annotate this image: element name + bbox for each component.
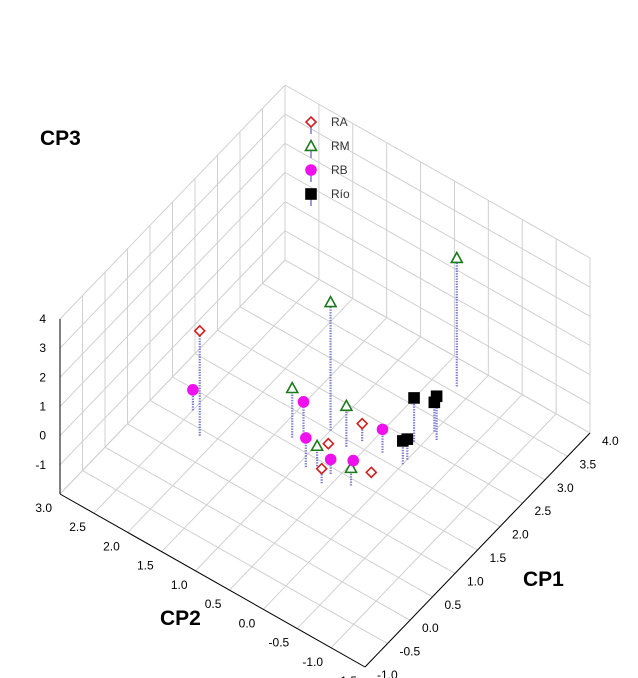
y-tick-label: 2.0 [103,539,120,553]
floor-grid-line [296,394,523,629]
back-wall-grid-line [59,230,286,466]
point-rm [344,460,358,474]
x-tick-label: 0.0 [422,621,439,635]
back-wall-grid-line [59,201,286,437]
z-tick-label: 2 [39,370,46,384]
z-tick-label: 0 [39,429,46,443]
floor-grid-line [82,470,388,645]
y-tick-label: -1.0 [302,655,323,669]
floor-grid-line [149,399,456,574]
x-tick-label: 0.5 [445,598,462,612]
legend: RA RM RB Río [304,115,350,206]
point-ra [322,437,335,450]
point-rb [324,453,337,466]
legend-marker-ra [304,115,318,129]
right-wall-grid-line [284,230,591,405]
right-wall-grid-line [284,259,591,434]
legend-label-rio: Río [331,187,350,201]
legend-marker-rb [305,164,317,176]
z-tick-label: 1 [39,400,46,414]
y-tick-label: 0.5 [205,597,222,611]
legend-label-rb: RB [331,163,348,177]
x-axis-label: CP1 [523,568,564,591]
floor-grid-line [194,353,501,528]
floor-grid-line [127,298,354,533]
markers-layer [187,250,464,479]
axes-layer [59,258,591,668]
point-rb [347,454,360,467]
point-ra [315,462,328,475]
legend-marker-rio [305,188,317,200]
axis-labels: CP3 CP2 CP1 [40,127,564,630]
floor-grid-line [262,282,568,457]
floor-grid-line [104,446,411,621]
point-rb [187,384,199,396]
x-tick-label: 2.0 [512,528,529,542]
z-axis-label: CP3 [40,127,81,150]
x-tick-label: -1.0 [377,668,398,678]
y-tick-label: 3.0 [35,501,52,515]
point-rm [323,295,338,308]
point-rm [285,380,300,394]
legend-label-rm: RM [331,139,350,153]
floor-grid-line [262,374,489,610]
floor-grid-line [217,329,523,504]
back-wall-grid-line [59,142,286,378]
point-rm [449,250,464,264]
point-ra [365,466,378,479]
point-rio [401,433,414,445]
right-wall-grid-line [284,142,591,317]
y-tick-label: 0.0 [239,616,256,630]
right-wall-grid-line [284,201,591,376]
x-axis-line [364,432,591,668]
x-tick-label: 1.5 [490,551,507,565]
x-tick-label: 2.5 [535,504,552,518]
legend-marker-rm [304,138,318,152]
back-wall-grid-line [59,259,286,495]
floor-grid-line [239,306,546,481]
floor-grid-line [161,317,388,553]
y-tick-label: 1.5 [137,559,154,573]
point-rb [297,396,310,408]
x-tick-label: 1.0 [467,574,484,588]
point-rio [408,392,420,404]
point-ra [193,324,206,337]
legend-label-ra: RA [331,115,348,129]
y-tick-label: -1.5 [336,674,357,678]
tick-labels: -1.0-0.50.00.51.01.52.02.53.03.54.0-1.5-… [35,312,619,678]
y-tick-label: 2.5 [69,520,86,534]
grid-layer [59,84,591,668]
back-wall-grid-line [59,84,286,320]
z-tick-label: 4 [39,312,46,326]
stems-layer [191,258,458,486]
y-axis-line [59,493,366,668]
point-rm [339,398,354,412]
x-tick-label: 4.0 [602,434,619,448]
x-tick-label: 3.0 [557,481,574,495]
back-wall-grid-line [59,113,286,349]
x-tick-label: 3.5 [580,457,597,471]
right-wall-grid-line [284,113,591,288]
y-axis-label: CP2 [160,607,201,630]
floor-grid-line [172,376,478,551]
point-rb [300,432,312,444]
right-wall-grid-line [284,84,591,259]
right-wall-grid-line [284,172,591,346]
y-tick-label: -0.5 [269,636,290,650]
floor-grid-line [195,336,421,572]
z-tick-label: -1 [35,458,46,472]
floor-grid-line [93,278,320,514]
z-tick-label: 3 [39,341,46,355]
floor-grid-line [330,413,557,649]
floor-grid-line [127,423,433,598]
point-rio [428,396,441,409]
point-rm [310,438,324,452]
back-wall-grid-line [59,172,286,407]
point-ra [356,417,369,430]
x-tick-label: -0.5 [400,645,421,659]
y-tick-label: 1.0 [171,578,188,592]
point-rb [376,423,389,436]
